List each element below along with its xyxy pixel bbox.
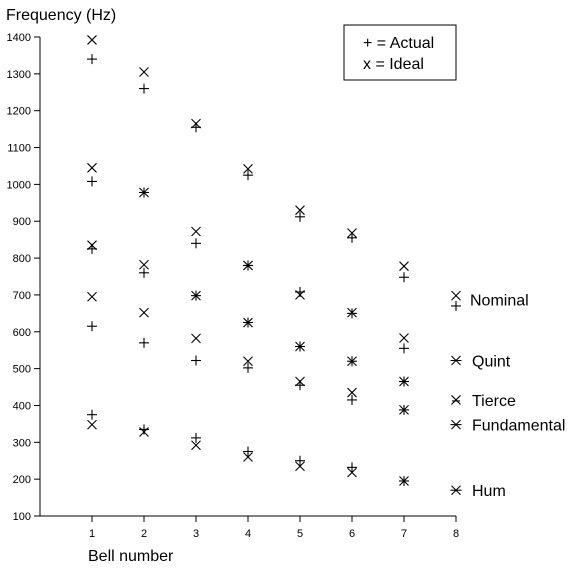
actual-point-plus: [347, 232, 357, 243]
ideal-point-x: [243, 164, 253, 174]
legend-entry-actual: + = Actual: [363, 35, 434, 52]
actual-point-plus: [87, 321, 97, 332]
x-tick-label: 2: [141, 528, 147, 540]
actual-point-plus: [191, 290, 201, 301]
annotation-nominal-label: Nominal: [470, 293, 529, 310]
x-axis-title: Bell number: [88, 548, 174, 565]
data-points: [87, 35, 409, 486]
ideal-point-x: [243, 356, 253, 367]
legend: + = Actual x = Ideal: [343, 24, 457, 81]
actual-point-plus: [87, 176, 97, 187]
actual-point-plus: [191, 432, 201, 443]
actual-point-plus: [399, 272, 409, 283]
annotation-hum-icon: [450, 485, 462, 496]
actual-point-plus: [87, 54, 97, 65]
y-tick-label: 200: [13, 474, 31, 486]
actual-point-plus: [295, 380, 305, 391]
ideal-point-x: [87, 35, 97, 45]
ideal-point-x: [295, 205, 305, 216]
ideal-point-x: [87, 291, 97, 302]
actual-point-plus: [399, 404, 409, 415]
actual-point-plus: [347, 394, 357, 405]
y-tick-label: 1000: [7, 179, 31, 191]
legend-entry-ideal: x = Ideal: [363, 56, 424, 73]
ideal-point-x: [87, 419, 97, 430]
ideal-point-x: [347, 387, 357, 398]
ideal-point-x: [399, 261, 409, 272]
y-tick-label: 300: [13, 437, 31, 449]
actual-point-plus: [139, 424, 149, 435]
actual-point-plus: [243, 260, 253, 271]
actual-point-plus: [139, 337, 149, 348]
y-tick-label: 100: [13, 511, 31, 523]
actual-point-plus: [347, 462, 357, 473]
ideal-point-x: [191, 226, 201, 237]
ideal-point-x: [347, 467, 357, 478]
y-tick-label: 1300: [7, 69, 31, 81]
ideal-point-x: [295, 461, 305, 472]
annotation-hum-label: Hum: [472, 483, 506, 500]
actual-point-plus: [243, 317, 253, 328]
annotation-fundamental-label: Fundamental: [472, 418, 565, 435]
ideal-point-x: [139, 67, 149, 77]
actual-point-plus: [243, 170, 253, 181]
actual-point-plus: [399, 475, 409, 486]
annotation-quint-icon: [450, 355, 462, 366]
annotation-fundamental-icon: [450, 419, 462, 430]
annotation-tierce-label: Tierce: [472, 393, 516, 410]
ideal-point-x: [399, 333, 409, 343]
actual-point-plus: [87, 243, 97, 254]
actual-point-plus: [347, 308, 357, 319]
actual-point-plus: [399, 343, 409, 354]
ideal-point-x: [243, 452, 253, 462]
ideal-point-x: [191, 440, 201, 451]
ideal-point-x: [139, 307, 149, 318]
y-tick-label: 1100: [7, 143, 31, 155]
ideal-point-x: [139, 259, 149, 270]
annotation-tierce-icon: [451, 395, 461, 405]
actual-point-plus: [243, 362, 253, 373]
annotation-nominal-plus-icon: [451, 300, 461, 311]
x-tick-label: 8: [453, 528, 459, 540]
actual-point-plus: [243, 446, 253, 457]
y-axis-title: Frequency (Hz): [6, 7, 116, 24]
x-tick-label: 5: [297, 528, 303, 540]
actual-point-plus: [399, 376, 409, 387]
actual-point-plus: [139, 83, 149, 94]
actual-point-plus: [139, 187, 149, 198]
legend-box: [343, 24, 457, 81]
x-tick-label: 3: [193, 528, 199, 540]
y-tick-label: 700: [13, 290, 31, 302]
actual-point-plus: [191, 355, 201, 366]
x-tick-label: 4: [245, 528, 251, 540]
y-tick-label: 1400: [7, 32, 31, 44]
y-tick-label: 500: [13, 364, 31, 376]
actual-point-plus: [191, 122, 201, 133]
x-tick-label: 6: [349, 528, 355, 540]
x-tick-label: 7: [401, 528, 407, 540]
x-tick-label: 1: [89, 528, 95, 540]
y-tick-label: 600: [13, 327, 31, 339]
y-tick-label: 900: [13, 216, 31, 228]
partial-annotations: Nominal Quint Tierce Fundamental Hum: [450, 290, 565, 500]
y-tick-label: 800: [13, 253, 31, 265]
actual-point-plus: [87, 409, 97, 420]
y-tick-label: 1200: [7, 106, 31, 118]
actual-point-plus: [191, 238, 201, 249]
annotation-nominal-x-icon: [451, 290, 461, 301]
x-axis-ticks: 1 2 3 4 5 6 7 8: [89, 516, 459, 540]
actual-point-plus: [295, 286, 305, 297]
annotation-quint-label: Quint: [472, 354, 511, 371]
actual-point-plus: [139, 267, 149, 278]
ideal-point-x: [87, 162, 97, 173]
actual-point-plus: [295, 211, 305, 222]
actual-point-plus: [295, 455, 305, 466]
ideal-point-x: [191, 333, 201, 344]
actual-point-plus: [347, 356, 357, 367]
y-axis-ticks: 100 200 300 400 500 600 700 800 900 1000 1100 1200 1…: [7, 32, 40, 523]
actual-point-plus: [295, 341, 305, 352]
y-tick-label: 400: [13, 400, 31, 412]
